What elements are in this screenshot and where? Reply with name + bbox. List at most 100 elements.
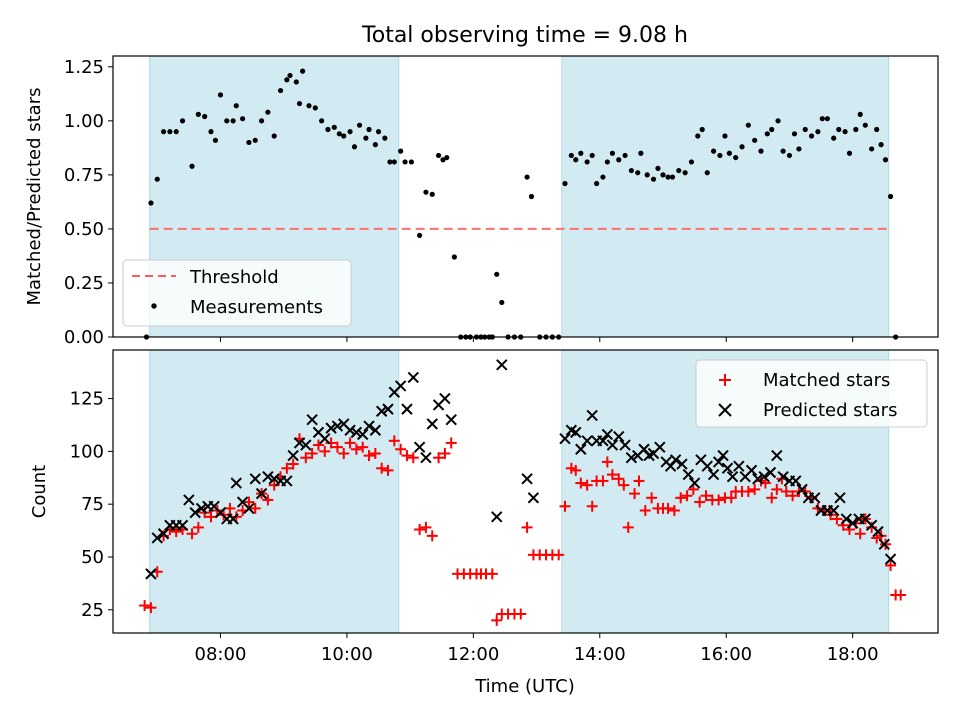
figure-title: Total observing time = 9.08 h: [361, 23, 688, 48]
predicted-star-point: [840, 513, 853, 525]
top-legend-box: [122, 259, 352, 327]
threshold-legend-label: Threshold: [189, 267, 279, 288]
predicted-star-point: [183, 494, 195, 506]
predicted-star-point: [872, 525, 884, 538]
measurement-point: [769, 126, 775, 133]
predicted-star-point: [243, 502, 255, 515]
matched-star-point: [581, 479, 593, 491]
matched-star-point: [675, 492, 687, 504]
matched-star-point: [338, 447, 350, 459]
measurement-point: [440, 157, 446, 163]
measurement-point: [271, 133, 277, 139]
matched-star-point: [575, 477, 587, 489]
matched-star-point: [433, 452, 445, 464]
matched-star-point: [749, 483, 761, 495]
measurement-point: [638, 150, 644, 156]
x-axis-label: Time (UTC): [474, 676, 575, 697]
measurement-point: [842, 129, 848, 135]
predicted-star-point: [597, 435, 609, 447]
measurement-point: [786, 152, 793, 159]
measurement-point: [265, 109, 271, 115]
measurement-point: [600, 174, 606, 180]
predicted-legend-label: Predicted stars: [763, 400, 897, 421]
matched-star-point: [414, 524, 426, 536]
measurement-point: [212, 137, 219, 143]
bottom-legend-box: [695, 359, 928, 428]
predicted-star-point: [752, 473, 764, 485]
measurement-point: [408, 159, 414, 165]
predicted-star-point: [796, 483, 808, 496]
predicted-star-point: [771, 449, 783, 462]
measurement-point: [429, 191, 435, 197]
bottom-shaded-interval: [149, 349, 400, 634]
measurement-point: [319, 118, 325, 124]
matched-star-point: [224, 502, 236, 514]
matched-star-point: [300, 452, 312, 464]
measurement-point: [296, 100, 303, 107]
measurement-point: [739, 144, 745, 150]
matched-star-point: [787, 490, 799, 502]
predicted-star-point: [426, 418, 438, 430]
matched-star-point: [344, 437, 356, 449]
matched-star-point: [426, 530, 438, 542]
bottom-y-tick-label: 75: [81, 494, 104, 515]
predicted-star-point: [195, 502, 208, 515]
predicted-legend-swatch: [718, 403, 732, 417]
predicted-star-point: [570, 426, 582, 439]
predicted-star-point: [745, 464, 758, 477]
predicted-star-point: [262, 471, 274, 483]
predicted-star-point: [230, 477, 242, 489]
matched-star-point: [186, 528, 198, 540]
top-y-tick-label: 0.00: [64, 327, 104, 348]
matched-star-point: [521, 521, 533, 533]
predicted-star-point: [491, 511, 503, 523]
bottom-y-tick-label: 100: [70, 441, 104, 462]
predicted-star-point: [293, 437, 306, 449]
matched-star-point: [586, 500, 598, 512]
measurement-point: [306, 103, 312, 109]
measurement-point: [148, 200, 154, 206]
matched-star-point: [363, 450, 375, 462]
predicted-star-point: [287, 449, 299, 462]
measurement-point: [655, 165, 661, 171]
predicted-star-point: [777, 471, 789, 483]
matched-star-point: [885, 559, 897, 571]
measurement-point: [808, 133, 815, 139]
measurement-point: [609, 150, 616, 156]
measurement-point: [862, 122, 868, 128]
predicted-star-point: [586, 409, 598, 422]
predicted-star-point: [764, 466, 777, 479]
predicted-star-point: [281, 475, 293, 487]
measurement-point: [375, 129, 382, 135]
measurement-point: [589, 152, 595, 159]
matched-star-point: [639, 505, 651, 517]
predicted-star-point: [846, 517, 859, 529]
top-axis-ticks: 0.00 0.25 0.50 0.75 1.00 1.25: [64, 57, 854, 348]
matched-star-point: [145, 602, 157, 614]
predicted-star-point: [721, 462, 734, 474]
matched-star-point: [681, 490, 693, 502]
top-y-tick-label: 1.25: [64, 57, 104, 78]
top-y-axis-label: Matched/Predicted stars: [24, 88, 45, 306]
predicted-star-point: [407, 371, 419, 384]
predicted-star-point: [420, 452, 432, 464]
measurement-point: [239, 116, 246, 122]
matched-star-point: [854, 528, 866, 540]
matched-star-point: [646, 492, 658, 504]
measurement-point: [819, 116, 825, 122]
matched-star-point: [170, 526, 182, 538]
predicted-star-point: [827, 504, 840, 517]
bottom-panel: 08:00 10:00 12:00 14:00 16:00 18:00 25 50 75 100 1…: [29, 349, 939, 697]
predicted-star-point: [717, 449, 729, 462]
measurement-point: [764, 131, 770, 137]
measurement-point: [331, 124, 337, 130]
matched-star-point: [376, 462, 388, 474]
matched-star-point: [866, 521, 878, 533]
measurement-point: [167, 129, 173, 135]
matched-star-point: [613, 473, 625, 485]
predicted-star-point: [249, 473, 261, 485]
measurement-point: [857, 111, 863, 117]
measurement-point: [616, 157, 622, 163]
matched-star-point: [515, 608, 527, 620]
measurement-point: [796, 146, 802, 152]
